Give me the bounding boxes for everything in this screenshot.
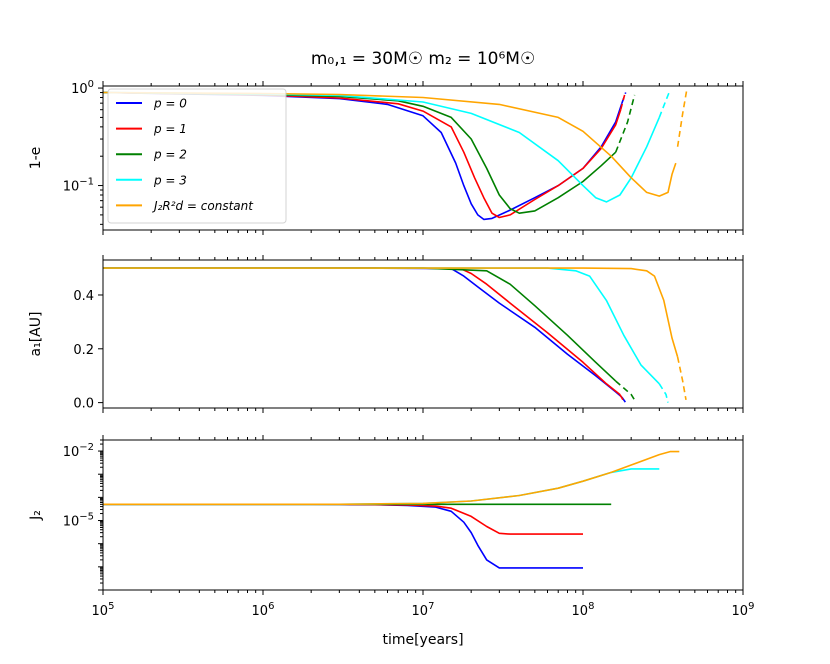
ecc-line-p1 <box>103 91 622 219</box>
j2-y-tick-label: 10−2 <box>63 442 94 460</box>
j2-line-p3 <box>103 468 660 506</box>
semi-line-p3-dashed <box>658 383 669 403</box>
semi-line-p1 <box>103 267 621 396</box>
ecc-series-group <box>103 90 688 221</box>
legend-label-j2c: J₂R²d = constant <box>152 199 254 213</box>
semi-line-p2-dashed <box>615 380 637 404</box>
x-tick-label: 109 <box>732 601 755 619</box>
chart-title: m₀,₁ = 30M☉ m₂ = 10⁶M☉ <box>311 49 535 69</box>
semi-y-tick-label: 0.0 <box>73 397 94 412</box>
x-tick-label: 105 <box>92 601 115 619</box>
ecc-line-j2c-dashed <box>676 90 688 147</box>
semi-y-axis-label: a₁[AU] <box>28 312 44 357</box>
plot-area: 100 10−1 1-e 0.0 0.2 0.4 a₁[AU] 105 106 107 108 109… <box>28 79 754 619</box>
semi-line-p1-dashed <box>619 394 626 404</box>
j2-line-p0 <box>103 503 583 569</box>
legend: p = 0 p = 1 p = 2 p = 3 J₂R²d = constant <box>107 88 287 224</box>
panel-semi: 0.0 0.2 0.4 a₁[AU] <box>28 255 744 413</box>
panel-j2: 105 106 107 108 109 10−2 10−5 J₂ <box>28 435 754 619</box>
legend-label-p2: p = 2 <box>153 148 187 162</box>
j2-y-axis-label: J₂ <box>28 510 44 521</box>
legend-label-p0: p = 0 <box>153 97 187 111</box>
semi-series-group <box>103 267 687 404</box>
ecc-line-p1-dashed <box>619 94 626 110</box>
x-tick-label: 106 <box>252 601 275 619</box>
semi-y-tick-label: 0.4 <box>73 289 94 304</box>
ecc-line-p3 <box>103 91 661 203</box>
legend-label-p1: p = 1 <box>153 122 187 136</box>
ecc-y-tick-label: 100 <box>71 79 94 97</box>
semi-y-tick-label: 0.2 <box>73 343 94 358</box>
ecc-line-p2-dashed <box>614 94 636 153</box>
semi-line-p0 <box>103 267 623 398</box>
ecc-line-j2c <box>103 91 677 197</box>
x-tick-label: 108 <box>572 601 595 619</box>
j2-series-group <box>103 450 680 569</box>
j2-axes-frame <box>102 439 744 591</box>
x-axis-label: time[years] <box>382 632 463 648</box>
j2-y-tick-label: 10−5 <box>63 512 94 530</box>
semi-line-j2c <box>103 267 679 358</box>
semi-line-j2c-dashed <box>676 356 687 401</box>
ecc-y-axis-label: 1-e <box>28 147 44 170</box>
ecc-line-p3-dashed <box>658 92 670 118</box>
legend-label-p3: p = 3 <box>153 173 187 187</box>
semi-axes-frame <box>102 259 744 409</box>
semi-line-p2 <box>103 267 617 382</box>
ecc-y-tick-label: 10−1 <box>63 177 94 195</box>
ecc-line-p2 <box>103 91 617 214</box>
legend-frame <box>107 88 287 224</box>
x-tick-label: 107 <box>412 601 435 619</box>
panel-ecc: 100 10−1 1-e <box>28 79 744 235</box>
j2-line-p1 <box>103 503 583 535</box>
semi-line-p3 <box>103 267 660 385</box>
j2-line-j2c <box>103 450 680 506</box>
